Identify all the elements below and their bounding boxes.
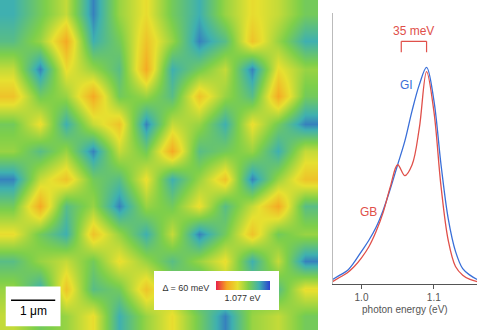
svg-text:1.0: 1.0 [355,292,369,303]
svg-text:GB: GB [360,205,377,219]
svg-text:photon energy (eV): photon energy (eV) [362,304,448,315]
svg-text:1.1: 1.1 [427,292,441,303]
svg-text:Δ = 60 meV: Δ = 60 meV [162,283,209,293]
svg-text:GI: GI [400,78,413,92]
svg-text:35 meV: 35 meV [393,24,434,38]
svg-text:1 μm: 1 μm [20,304,47,318]
svg-text:1.077 eV: 1.077 eV [225,293,261,303]
